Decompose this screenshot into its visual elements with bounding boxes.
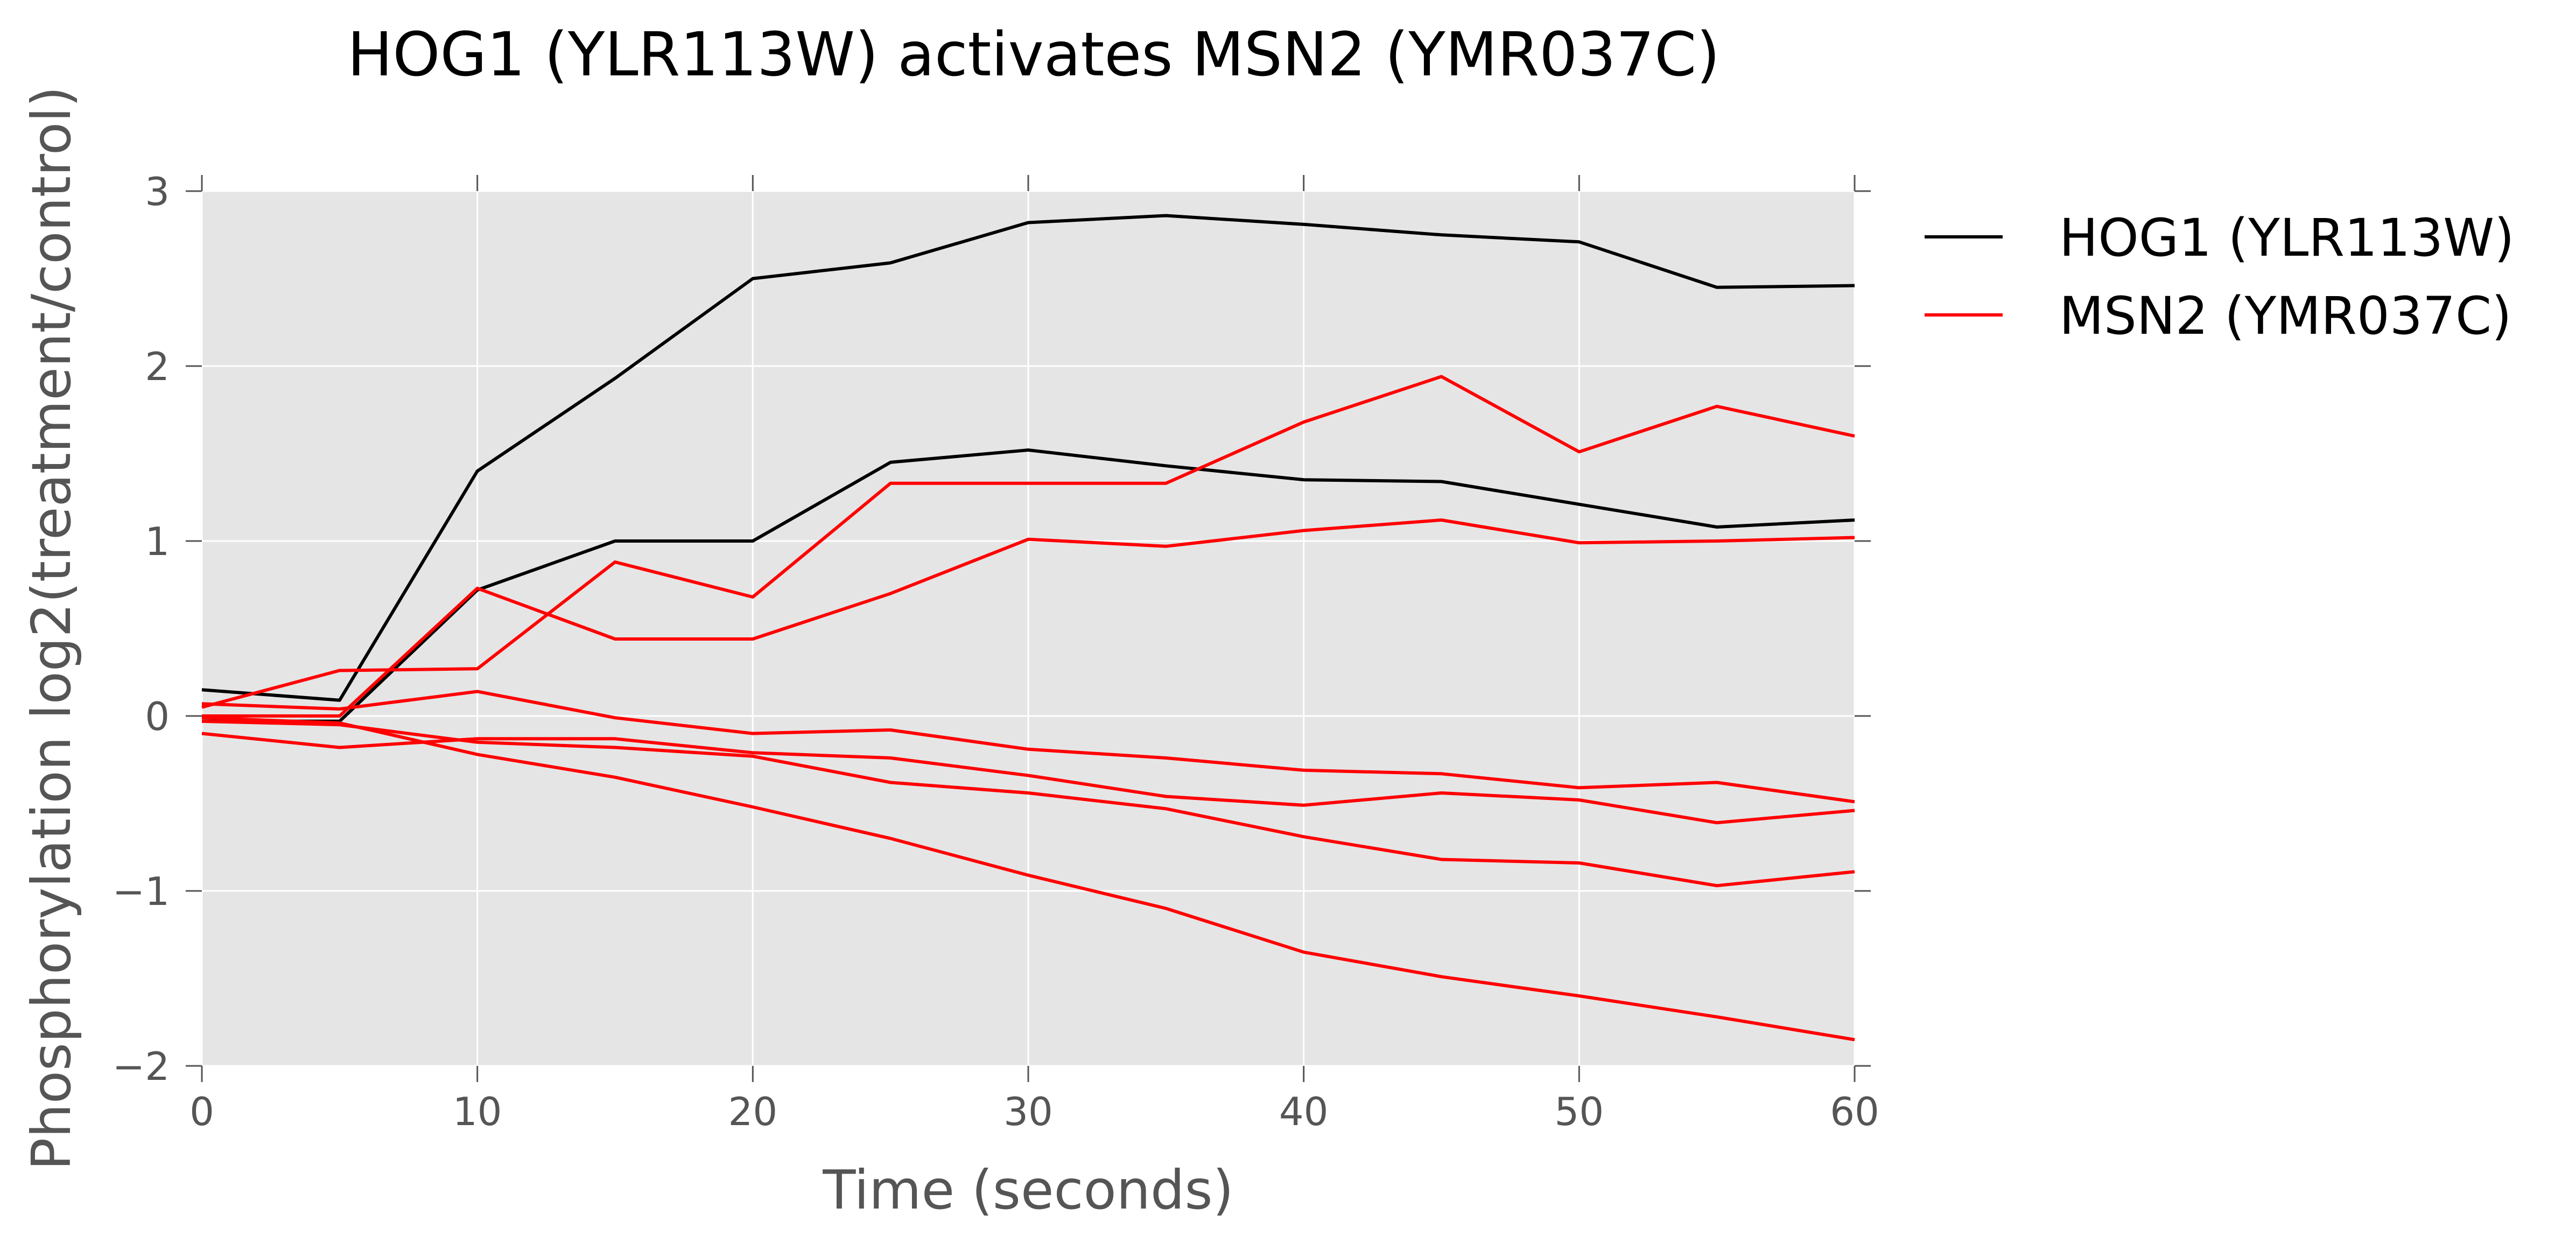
msn2-series-line-5: [201, 690, 1855, 804]
msn2-series-line-6: [201, 732, 1855, 825]
x-tick-label: 60: [1830, 1089, 1879, 1134]
hog1-series-line-1: [201, 214, 1855, 702]
x-axis-label: Time (seconds): [822, 1158, 1233, 1221]
x-tick-label: 0: [189, 1089, 214, 1134]
legend-label-hog1: HOG1 (YLR113W): [2059, 208, 2515, 268]
msn2-series-line-8: [201, 716, 1855, 1042]
msn2-series-line-3: [201, 375, 1855, 709]
y-tick-label: 2: [145, 344, 170, 389]
y-tick-label: −2: [113, 1044, 170, 1089]
chart-title: HOG1 (YLR113W) activates MSN2 (YMR037C): [347, 20, 1720, 90]
x-tick-labels: 0 10 20 30 40 50 60: [189, 1089, 1879, 1134]
y-tick-label: 1: [145, 519, 170, 564]
series-lines: [201, 214, 1855, 1042]
x-tick-label: 20: [728, 1089, 778, 1134]
x-tick-label: 30: [1003, 1089, 1053, 1134]
msn2-series-line-4: [202, 518, 1855, 718]
legend-label-msn2: MSN2 (YMR037C): [2059, 286, 2512, 346]
axis-ticks: [186, 175, 1871, 1082]
y-tick-label: 3: [145, 169, 170, 214]
msn2-series-line-7: [201, 719, 1855, 888]
x-tick-label: 40: [1279, 1089, 1329, 1134]
x-tick-label: 10: [453, 1089, 502, 1134]
y-tick-label: 0: [145, 694, 170, 739]
x-tick-label: 50: [1555, 1089, 1604, 1134]
y-tick-labels: −2 −1 0 1 2 3: [113, 169, 170, 1089]
y-axis-label: Phosphorylation log2(treatment/control): [20, 86, 83, 1170]
y-tick-label: −1: [113, 869, 170, 914]
legend: HOG1 (YLR113W) MSN2 (YMR037C): [1925, 208, 2515, 346]
